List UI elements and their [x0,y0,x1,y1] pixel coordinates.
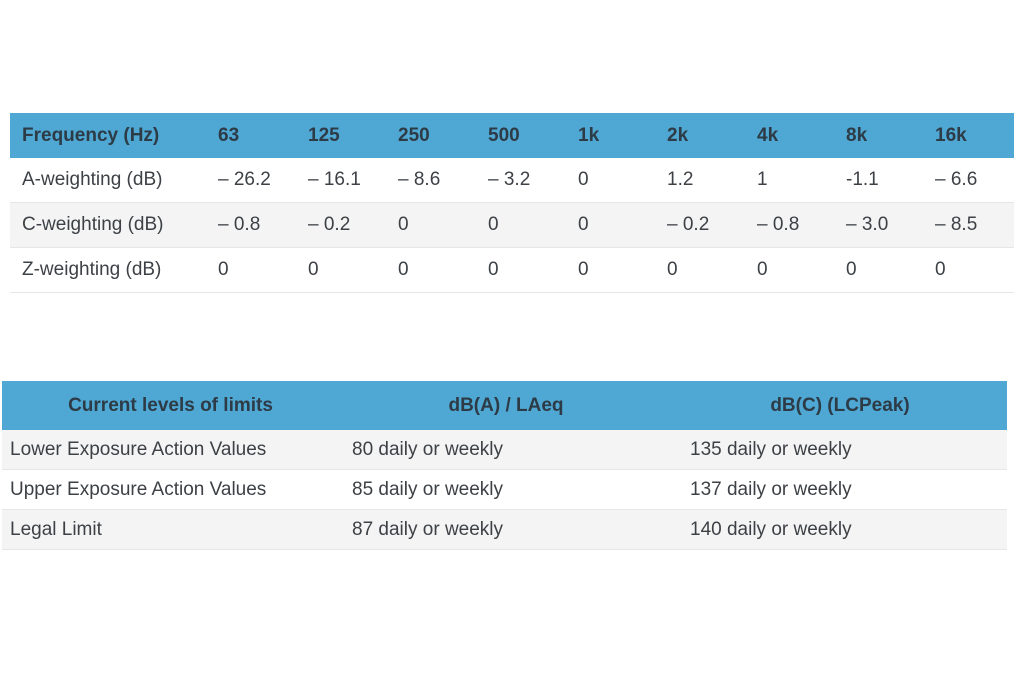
header-cell-2k: 2k [657,113,747,158]
value-cell: 0 [208,247,298,293]
table-row-c-weighting: C-weighting (dB) – 0.8 – 0.2 0 0 0 – 0.2… [10,202,1014,248]
header-cell-500: 500 [478,113,568,158]
header-cell-dbc-lcpeak: dB(C) (LCPeak) [673,381,1007,430]
value-cell: – 26.2 [208,158,298,203]
value-cell: – 0.2 [298,202,388,248]
page: Frequency (Hz) 63 125 250 500 1k 2k 4k 8… [0,113,1024,683]
value-cell: 0 [478,202,568,248]
header-cell-63: 63 [208,113,298,158]
value-cell-dbc: 137 daily or weekly [673,469,1007,510]
value-cell-dbc: 140 daily or weekly [673,509,1007,550]
table-row-lower-action-values: Lower Exposure Action Values 80 daily or… [2,430,1007,470]
value-cell: – 8.5 [925,202,1014,248]
value-cell: 0 [388,202,478,248]
header-cell-frequency: Frequency (Hz) [10,113,208,158]
header-cell-1k: 1k [568,113,657,158]
table-row-legal-limit: Legal Limit 87 daily or weekly 140 daily… [2,509,1007,550]
exposure-limits-table: Current levels of limits dB(A) / LAeq dB… [2,381,1007,550]
value-cell: – 3.0 [836,202,925,248]
table-row-upper-action-values: Upper Exposure Action Values 85 daily or… [2,469,1007,510]
row-label-a-weighting: A-weighting (dB) [10,158,208,203]
value-cell: -1.1 [836,158,925,203]
value-cell: 0 [298,247,388,293]
value-cell: – 0.8 [208,202,298,248]
value-cell: – 0.2 [657,202,747,248]
value-cell: 0 [836,247,925,293]
row-label-upper-action-values: Upper Exposure Action Values [2,469,339,510]
header-cell-dba-laeq: dB(A) / LAeq [339,381,673,430]
header-cell-8k: 8k [836,113,925,158]
value-cell: – 8.6 [388,158,478,203]
weighting-header-row: Frequency (Hz) 63 125 250 500 1k 2k 4k 8… [10,113,1014,158]
limits-header-row: Current levels of limits dB(A) / LAeq dB… [2,381,1007,430]
value-cell: 1 [747,158,836,203]
row-label-legal-limit: Legal Limit [2,509,339,550]
value-cell: 0 [568,247,657,293]
row-label-z-weighting: Z-weighting (dB) [10,247,208,293]
value-cell: 0 [568,202,657,248]
value-cell: 0 [478,247,568,293]
value-cell: 0 [925,247,1014,293]
header-cell-16k: 16k [925,113,1014,158]
table-row-z-weighting: Z-weighting (dB) 0 0 0 0 0 0 0 0 0 [10,247,1014,293]
row-label-lower-action-values: Lower Exposure Action Values [2,430,339,470]
value-cell-dba: 85 daily or weekly [339,469,673,510]
header-cell-4k: 4k [747,113,836,158]
value-cell: – 0.8 [747,202,836,248]
header-cell-250: 250 [388,113,478,158]
value-cell: 0 [568,158,657,203]
value-cell: 0 [388,247,478,293]
value-cell: – 3.2 [478,158,568,203]
frequency-weighting-table: Frequency (Hz) 63 125 250 500 1k 2k 4k 8… [10,113,1014,293]
header-cell-125: 125 [298,113,388,158]
table-row-a-weighting: A-weighting (dB) – 26.2 – 16.1 – 8.6 – 3… [10,158,1014,203]
value-cell-dbc: 135 daily or weekly [673,430,1007,470]
header-cell-current-levels: Current levels of limits [2,381,339,430]
value-cell: – 6.6 [925,158,1014,203]
value-cell-dba: 87 daily or weekly [339,509,673,550]
value-cell: 1.2 [657,158,747,203]
value-cell: 0 [747,247,836,293]
value-cell: – 16.1 [298,158,388,203]
value-cell: 0 [657,247,747,293]
value-cell-dba: 80 daily or weekly [339,430,673,470]
row-label-c-weighting: C-weighting (dB) [10,202,208,248]
